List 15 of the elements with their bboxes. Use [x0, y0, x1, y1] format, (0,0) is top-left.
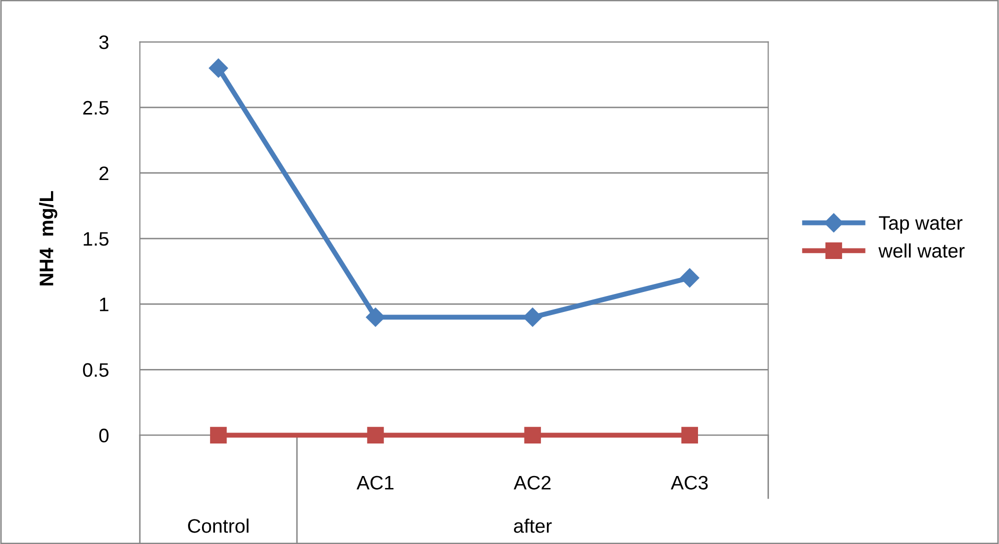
y-tick-label: 3 — [99, 35, 108, 50]
legend-label: Tap water — [878, 216, 962, 234]
x-tick-label: AC1 — [356, 476, 394, 490]
y-tick-label: 2 — [99, 166, 108, 180]
y-axis-title: NH4 mg/L — [39, 191, 58, 286]
x-tick-label: AC2 — [514, 476, 551, 490]
x-tick-label: AC3 — [670, 476, 708, 490]
y-tick-label: 0 — [99, 428, 109, 442]
text: after — [514, 518, 552, 533]
y-tick-label: 0.5 — [83, 363, 108, 377]
y-tick-label: 2.5 — [83, 100, 108, 115]
legend-label: well water — [878, 243, 965, 258]
y-tick-label: 1.5 — [84, 232, 108, 246]
text: Control — [188, 518, 248, 533]
y-tick-label: 1 — [100, 298, 108, 312]
